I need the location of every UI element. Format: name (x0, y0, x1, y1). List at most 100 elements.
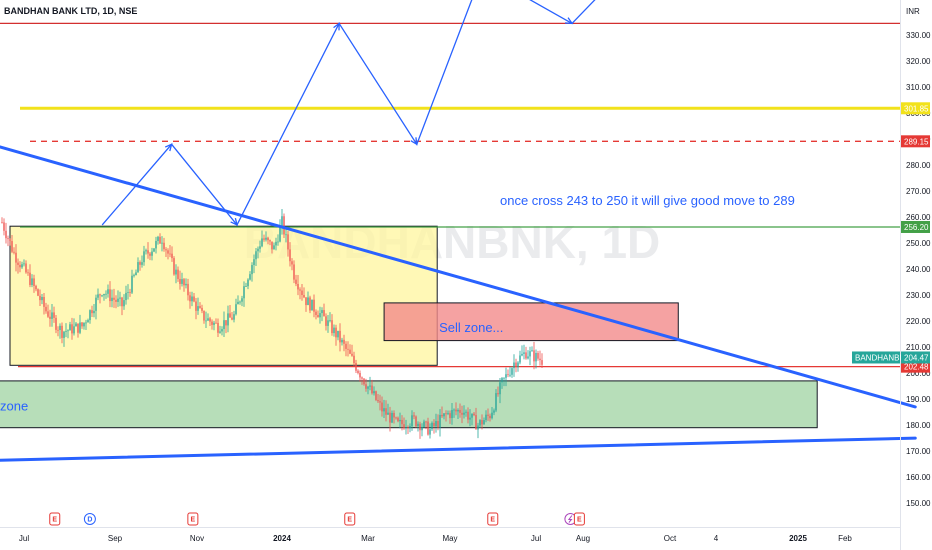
candle (467, 407, 469, 424)
candle (441, 406, 443, 418)
svg-text:E: E (52, 517, 57, 524)
candle (245, 282, 247, 287)
candle (45, 302, 47, 314)
candle (239, 300, 241, 305)
candle (317, 310, 319, 318)
symbol-badge-label: BANDHANBNK (855, 353, 911, 362)
candle (67, 329, 69, 339)
x-tick-label: Jul (19, 534, 29, 543)
candle (505, 367, 507, 387)
candle (365, 378, 367, 392)
candle (319, 306, 321, 324)
candle (359, 370, 361, 382)
candle (79, 314, 81, 335)
candle (501, 377, 503, 389)
candle (373, 386, 375, 396)
candle (131, 269, 133, 295)
candle (161, 236, 163, 252)
candle (171, 246, 173, 262)
candle (35, 284, 37, 292)
candle (397, 416, 399, 423)
y-tick-label: 250.00 (906, 239, 931, 248)
candle (43, 292, 45, 315)
candle (313, 294, 315, 318)
candle (465, 409, 467, 417)
svg-text:E: E (577, 517, 582, 524)
svg-text:E: E (490, 517, 495, 524)
candle (269, 239, 271, 246)
y-tick-label: 200.00 (906, 369, 931, 378)
candle (541, 353, 543, 368)
candle (169, 244, 171, 258)
candle (71, 317, 73, 340)
candle (181, 272, 183, 287)
earnings-event-marker[interactable]: E (573, 512, 585, 526)
projection-path[interactable] (101, 0, 621, 227)
candle (41, 294, 43, 305)
y-tick-label: 210.00 (906, 343, 931, 352)
last-price-badge (901, 351, 930, 364)
x-tick-label: Feb (838, 534, 852, 543)
candle (223, 311, 225, 338)
buy-zone[interactable] (0, 380, 818, 429)
candle (31, 274, 33, 288)
candle (261, 230, 263, 248)
earnings-event-marker[interactable]: E (344, 512, 356, 526)
earnings-event-marker[interactable]: E (187, 512, 199, 526)
candle (175, 264, 177, 284)
earnings-event-marker[interactable]: E (49, 512, 61, 526)
candle (187, 278, 189, 301)
dividend-event-marker[interactable]: D (83, 513, 96, 525)
candle (535, 349, 537, 369)
candle (507, 369, 509, 378)
range-box[interactable] (9, 225, 438, 366)
annotation-text[interactable]: once cross 243 to 250 it will give good … (500, 193, 795, 208)
candle (51, 303, 53, 327)
candle (515, 358, 517, 373)
candle (321, 307, 323, 322)
candle (5, 222, 7, 244)
candle (207, 313, 209, 321)
candle (329, 312, 331, 323)
price-badge-3 (901, 220, 930, 233)
candle (333, 324, 335, 337)
candle (391, 410, 393, 424)
y-tick-label: 280.00 (906, 161, 931, 170)
candle (459, 403, 461, 418)
candle (497, 386, 499, 397)
candle (285, 228, 287, 243)
projection-arrowhead (410, 137, 418, 146)
candle (521, 345, 523, 357)
candle (105, 290, 107, 299)
candle (287, 230, 289, 257)
downtrend-line[interactable] (0, 145, 917, 409)
candle (37, 288, 39, 297)
candle (349, 344, 351, 355)
candle (517, 361, 519, 372)
candle (145, 248, 147, 255)
candle (183, 277, 185, 292)
svg-text:D: D (87, 517, 92, 524)
sell-zone[interactable] (383, 302, 679, 342)
candle (255, 248, 257, 266)
candle (99, 293, 101, 304)
sell-zone-label: Sell zone... (439, 320, 503, 335)
candle (393, 410, 395, 424)
candle (279, 219, 281, 243)
buy-zone-label: zone (0, 398, 28, 413)
uptrend-line[interactable] (0, 436, 917, 462)
candle (371, 379, 373, 395)
earnings-event-marker[interactable]: E (487, 512, 499, 526)
y-tick-label: 330.00 (906, 31, 931, 40)
candle (191, 291, 193, 307)
candle (173, 256, 175, 276)
x-tick-label: Nov (190, 534, 204, 543)
candle (89, 309, 91, 324)
x-tick-label: 2024 (273, 534, 291, 543)
candle (537, 350, 539, 361)
candle (135, 269, 137, 276)
candle (483, 417, 485, 425)
candle (257, 246, 259, 259)
